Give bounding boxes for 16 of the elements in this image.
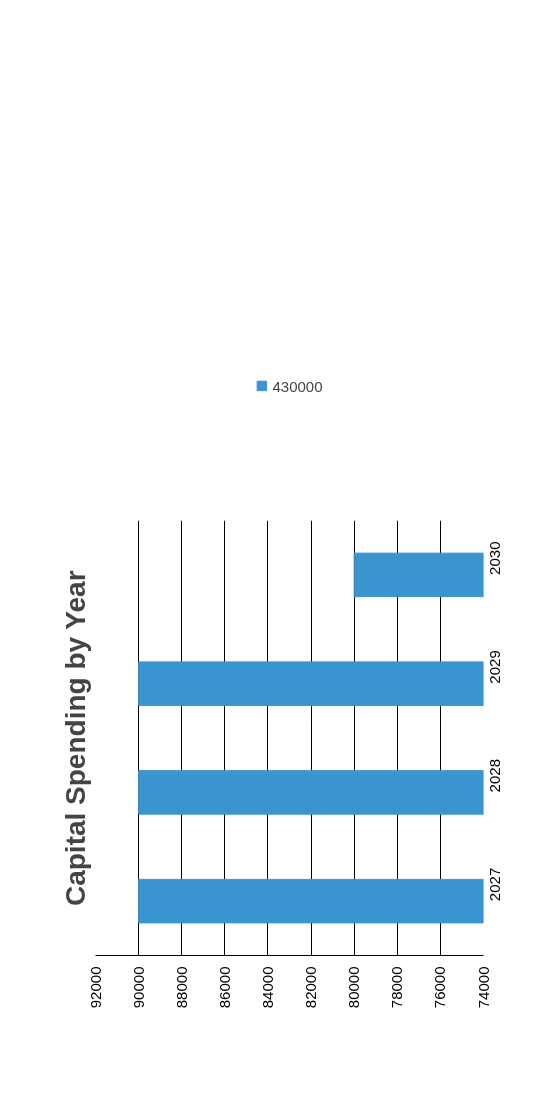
x-tick-label: 88000: [172, 966, 190, 1009]
x-tick-label: 84000: [258, 966, 276, 1009]
x-tick-label: 82000: [302, 966, 320, 1009]
y-tick-label: 2027: [485, 867, 503, 902]
x-tick-label: 92000: [86, 966, 104, 1009]
x-tick-label: 80000: [345, 966, 363, 1009]
y-tick-label: 2029: [485, 650, 503, 684]
y-tick-label: 2028: [485, 759, 503, 793]
text: Capital Spending by Year: [59, 570, 91, 907]
x-tick-label: 90000: [129, 966, 147, 1009]
x-tick-label: 76000: [431, 966, 449, 1009]
legend-label: 430000: [272, 377, 323, 395]
x-tick-label: 78000: [388, 966, 406, 1009]
x-tick-label: 86000: [215, 966, 233, 1009]
x-tick-label: 74000: [474, 966, 492, 1009]
y-tick-label: 2030: [485, 541, 503, 575]
